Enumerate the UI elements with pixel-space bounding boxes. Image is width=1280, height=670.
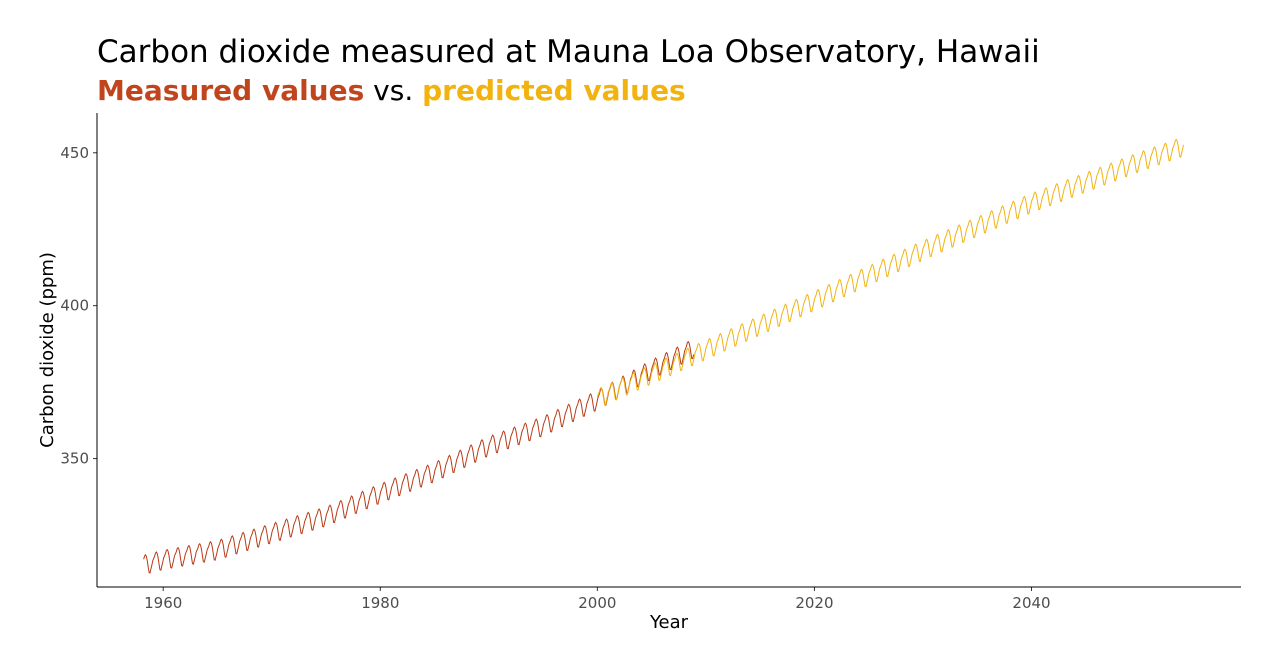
- x-axis-label: Year: [649, 612, 689, 633]
- series-layer: [143, 138, 1184, 574]
- x-tick-label: 2040: [1012, 594, 1050, 612]
- chart-subtitle: Measured values vs. predicted values: [97, 74, 686, 107]
- y-axis-ticks: 350 400 450: [60, 144, 97, 468]
- y-tick-label: 400: [60, 297, 89, 315]
- x-tick-label: 1980: [361, 594, 399, 612]
- subtitle-measured: Measured values: [97, 74, 364, 107]
- y-axis-label: Carbon dioxide (ppm): [37, 252, 58, 448]
- x-tick-label: 1960: [144, 594, 182, 612]
- series-line-predicted: [596, 138, 1184, 406]
- x-tick-label: 2020: [795, 594, 833, 612]
- y-tick-label: 450: [60, 144, 89, 162]
- series-line-measured: [143, 340, 695, 574]
- y-tick-label: 350: [60, 450, 89, 468]
- x-axis-ticks: 1960 1980 2000 2020 2040: [144, 587, 1051, 612]
- chart-title: Carbon dioxide measured at Mauna Loa Obs…: [97, 34, 1040, 70]
- subtitle-vs: vs.: [364, 74, 422, 107]
- subtitle-predicted: predicted values: [422, 74, 686, 107]
- x-tick-label: 2000: [578, 594, 616, 612]
